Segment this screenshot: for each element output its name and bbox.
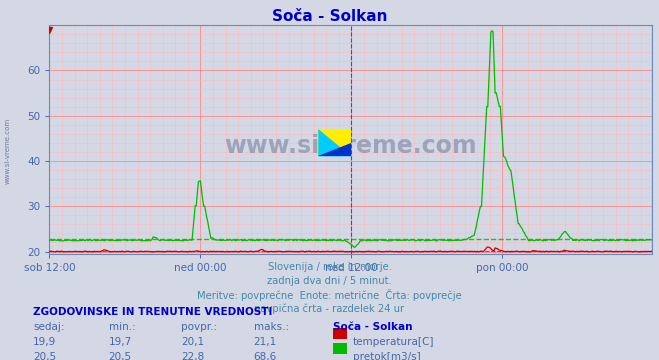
- Text: maks.:: maks.:: [254, 322, 289, 332]
- Text: pretok[m3/s]: pretok[m3/s]: [353, 352, 420, 360]
- Text: 22,8: 22,8: [181, 352, 204, 360]
- Text: 68,6: 68,6: [254, 352, 277, 360]
- Text: 20,5: 20,5: [109, 352, 132, 360]
- Text: www.si-vreme.com: www.si-vreme.com: [225, 134, 477, 158]
- Text: www.si-vreme.com: www.si-vreme.com: [5, 118, 11, 184]
- Text: 21,1: 21,1: [254, 337, 277, 347]
- Text: Meritve: povprečne  Enote: metrične  Črta: povprečje: Meritve: povprečne Enote: metrične Črta:…: [197, 289, 462, 301]
- Text: navpična črta - razdelek 24 ur: navpična črta - razdelek 24 ur: [254, 303, 405, 314]
- Text: 19,7: 19,7: [109, 337, 132, 347]
- Bar: [318, 129, 351, 157]
- Polygon shape: [318, 143, 351, 157]
- Text: 20,1: 20,1: [181, 337, 204, 347]
- Text: 19,9: 19,9: [33, 337, 56, 347]
- Text: Soča - Solkan: Soča - Solkan: [333, 322, 413, 332]
- Text: Soča - Solkan: Soča - Solkan: [272, 9, 387, 24]
- Text: Slovenija / reke in morje.: Slovenija / reke in morje.: [268, 262, 391, 272]
- Text: min.:: min.:: [109, 322, 136, 332]
- Text: zadnja dva dni / 5 minut.: zadnja dva dni / 5 minut.: [267, 276, 392, 286]
- Text: ZGODOVINSKE IN TRENUTNE VREDNOSTI: ZGODOVINSKE IN TRENUTNE VREDNOSTI: [33, 307, 272, 317]
- Polygon shape: [318, 129, 351, 157]
- Text: temperatura[C]: temperatura[C]: [353, 337, 434, 347]
- Text: sedaj:: sedaj:: [33, 322, 65, 332]
- Text: povpr.:: povpr.:: [181, 322, 217, 332]
- Text: 20,5: 20,5: [33, 352, 56, 360]
